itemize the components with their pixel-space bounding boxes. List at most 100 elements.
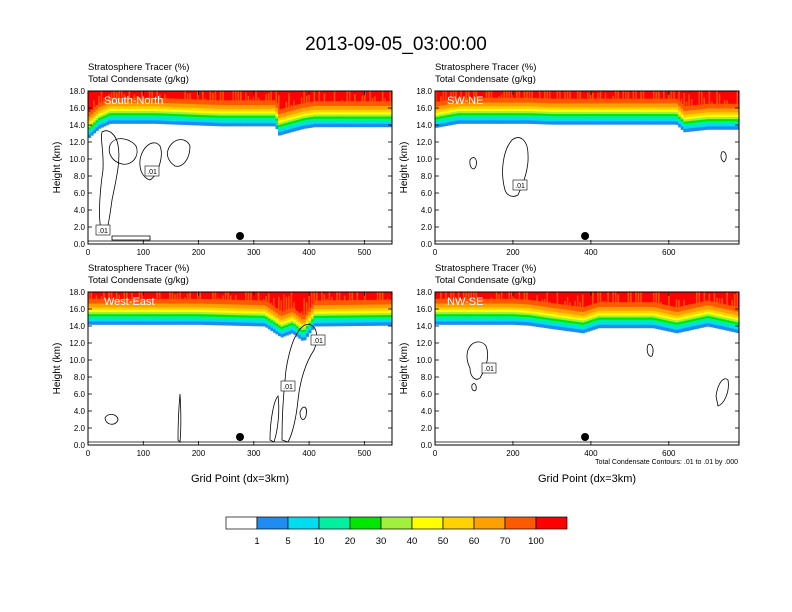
tracer-band <box>721 108 725 113</box>
tracer-band <box>533 315 537 319</box>
tracer-band <box>533 112 537 116</box>
tracer-band <box>541 102 545 107</box>
tracer-band <box>207 121 211 126</box>
tracer-band <box>688 113 692 117</box>
tracer-band <box>212 318 216 322</box>
tracer-band <box>574 316 578 320</box>
tracer-band <box>680 120 684 124</box>
tracer-band <box>118 303 122 308</box>
tracer-band <box>341 310 345 314</box>
tracer-streak <box>457 292 460 303</box>
tracer-band <box>589 106 593 110</box>
tracer-band <box>503 105 507 109</box>
tracer-band <box>389 310 392 313</box>
tracer-band <box>272 323 277 327</box>
tracer-band <box>663 120 667 125</box>
tracer-band <box>199 318 203 322</box>
tracer-band <box>174 318 178 322</box>
tracer-band <box>328 105 332 110</box>
tracer-band <box>98 320 102 325</box>
tracer-streak <box>508 91 511 102</box>
tracer-band <box>498 102 502 107</box>
tracer-streak <box>655 292 657 307</box>
tracer-band <box>655 325 659 329</box>
tracer-band <box>566 102 570 108</box>
tracer-band <box>576 319 580 322</box>
tracer-band <box>176 309 180 313</box>
tracer-band <box>93 318 97 322</box>
tracer-band <box>181 103 185 108</box>
tracer-band <box>493 309 497 313</box>
tracer-band <box>695 119 700 123</box>
tracer-band <box>473 309 477 313</box>
tracer-band <box>138 119 142 124</box>
tracer-band <box>703 112 707 116</box>
tracer-band <box>164 110 168 114</box>
tracer-band <box>343 101 347 106</box>
tracer-band <box>316 311 320 314</box>
tracer-band <box>571 310 575 315</box>
tracer-band <box>721 114 725 117</box>
tracer-band <box>678 114 682 117</box>
tracer-band <box>505 114 510 118</box>
tracer-band <box>564 109 568 112</box>
tracer-band <box>701 121 705 125</box>
tracer-column <box>612 292 616 303</box>
tracer-band <box>356 111 360 115</box>
tracer-band <box>262 315 266 318</box>
tracer-band <box>526 307 530 311</box>
tracer-column <box>564 91 568 100</box>
tracer-streak <box>240 91 242 104</box>
tracer-band <box>161 303 165 308</box>
tracer-streak <box>678 91 680 105</box>
tracer-streak <box>389 91 392 105</box>
x-tick-label: 400 <box>584 248 598 257</box>
tracer-band <box>156 311 160 315</box>
tracer-band <box>516 318 520 322</box>
tracer-band <box>495 108 499 112</box>
tracer-band <box>546 118 550 122</box>
tracer-band <box>599 324 603 329</box>
tracer-band <box>105 313 109 317</box>
tracer-band <box>100 109 104 113</box>
tracer-band <box>270 327 274 332</box>
plot-frame <box>87 291 393 446</box>
tracer-column <box>300 292 304 316</box>
tracer-column <box>713 91 717 105</box>
tracer-band <box>308 124 312 128</box>
tracer-band <box>652 321 656 325</box>
tracer-band <box>635 314 639 318</box>
tracer-band <box>234 115 239 118</box>
tracer-band <box>333 113 337 117</box>
tracer-band <box>551 109 555 112</box>
tracer-band <box>728 114 732 117</box>
x-tick-label: 500 <box>358 248 372 257</box>
tracer-band <box>209 309 213 313</box>
tracer-band <box>614 319 618 323</box>
tracer-band <box>207 307 211 311</box>
tracer-band <box>447 313 451 317</box>
tracer-band <box>706 116 710 120</box>
tracer-band <box>536 98 540 103</box>
tracer-band <box>262 122 266 127</box>
tracer-band <box>495 318 499 322</box>
tracer-band <box>584 98 588 104</box>
tracer-band <box>541 309 545 313</box>
tracer-band <box>576 314 580 318</box>
tracer-band <box>551 318 555 321</box>
tracer-band <box>688 105 692 111</box>
y-tick-label: 10.0 <box>416 155 432 164</box>
y-tick-label: 12.0 <box>69 138 85 147</box>
tracer-band <box>602 302 606 307</box>
tracer-band <box>204 307 208 311</box>
tracer-band <box>272 319 277 323</box>
tracer-band <box>260 322 264 327</box>
tracer-band <box>169 309 173 313</box>
tracer-band <box>146 112 150 116</box>
tracer-band <box>483 315 487 319</box>
tracer-column <box>285 91 289 108</box>
tracer-band <box>126 105 130 109</box>
tracer-band <box>181 309 185 313</box>
tracer-band <box>240 312 244 316</box>
tracer-band <box>341 111 345 115</box>
